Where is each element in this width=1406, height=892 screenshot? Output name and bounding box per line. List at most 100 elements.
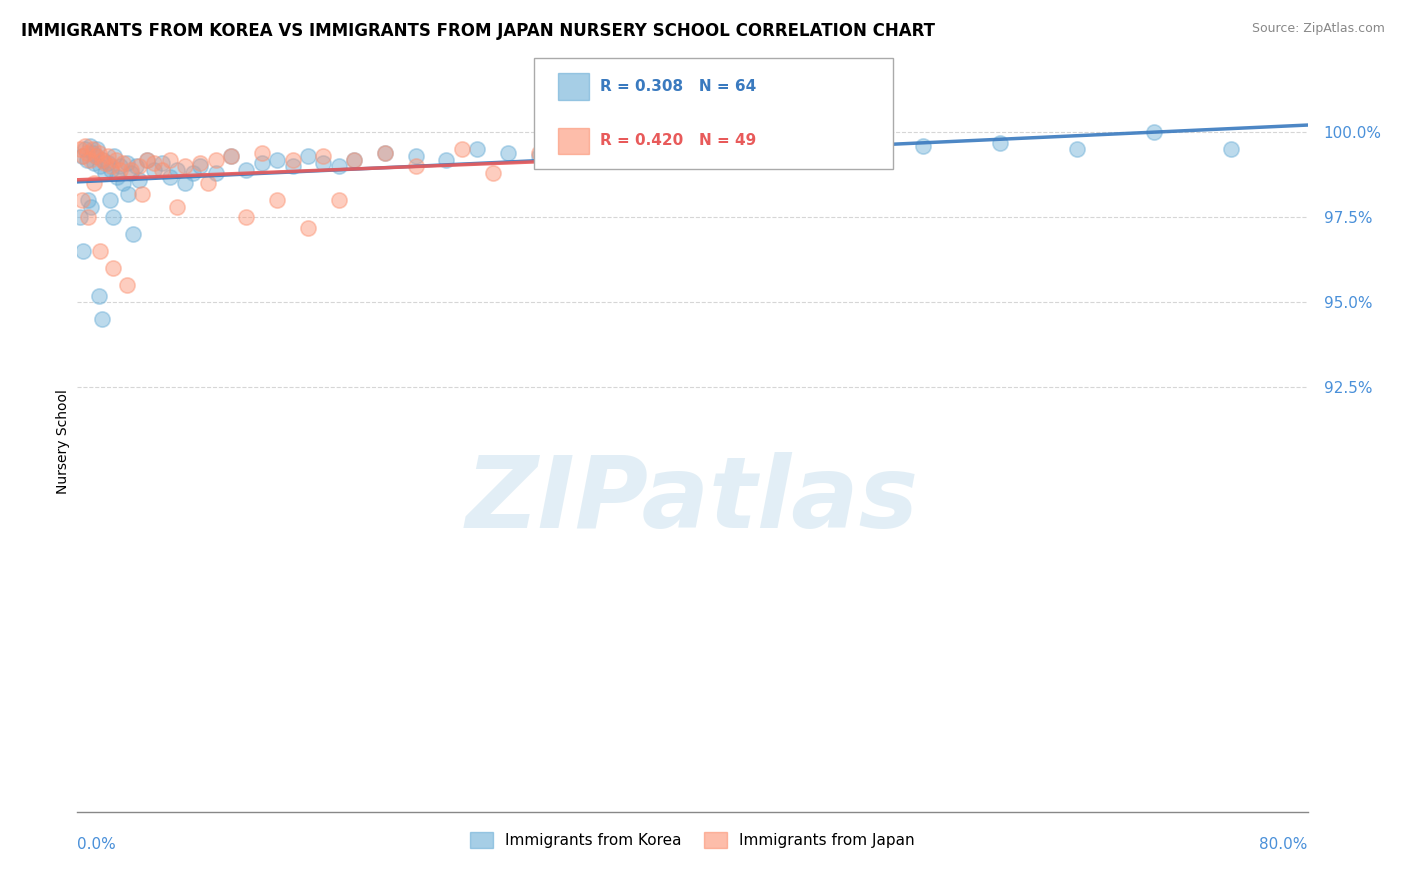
Point [101,211,124,225]
Point [79,153,101,167]
Point [219,149,242,163]
Point [77,211,100,225]
Point [297,220,319,235]
Point [69,211,91,225]
Point [1219,143,1241,157]
Point [235,162,257,177]
Point [80,200,103,214]
Point [117,186,139,201]
Point [97,149,120,163]
Text: R = 0.420   N = 49: R = 0.420 N = 49 [600,134,756,148]
Point [605,139,627,153]
Point [682,139,704,153]
Text: Source: ZipAtlas.com: Source: ZipAtlas.com [1251,22,1385,36]
Point [204,166,226,180]
Point [90,153,114,167]
Point [266,194,288,208]
Point [94,166,117,180]
Point [250,156,273,170]
Point [83,156,105,170]
Text: 80.0%: 80.0% [1260,837,1308,852]
Point [188,160,212,174]
Point [527,145,550,160]
Point [98,194,121,208]
Point [405,160,427,174]
Point [281,160,304,174]
Point [94,156,117,170]
Point [93,153,115,167]
Point [312,156,335,170]
Point [235,211,257,225]
Y-axis label: Nursery School: Nursery School [56,389,70,494]
Point [70,194,93,208]
Point [988,136,1011,150]
Point [374,145,396,160]
Point [188,156,212,170]
Point [82,143,104,157]
Point [72,149,94,163]
Point [328,160,350,174]
Text: IMMIGRANTS FROM KOREA VS IMMIGRANTS FROM JAPAN NURSERY SCHOOL CORRELATION CHART: IMMIGRANTS FROM KOREA VS IMMIGRANTS FROM… [21,22,935,40]
Point [297,149,319,163]
Point [89,160,111,174]
Point [150,162,173,177]
Text: 0.0%: 0.0% [77,837,117,852]
Point [82,145,104,160]
Point [343,153,366,167]
Point [128,173,150,187]
Point [87,288,110,302]
Point [135,153,157,167]
Point [115,278,138,293]
Point [84,149,107,163]
Point [166,162,188,177]
Point [266,153,288,167]
Point [328,194,350,208]
Point [103,149,125,163]
Point [120,166,142,180]
Point [100,162,122,177]
Point [166,200,188,214]
Point [86,143,108,157]
Point [250,145,273,160]
Point [181,166,204,180]
Point [73,139,96,153]
Point [150,156,173,170]
Point [496,145,519,160]
Text: R = 0.308   N = 64: R = 0.308 N = 64 [600,79,756,94]
Legend: Immigrants from Korea, Immigrants from Japan: Immigrants from Korea, Immigrants from J… [463,824,922,856]
Point [1143,126,1166,140]
Point [77,194,100,208]
Point [558,149,581,163]
Point [204,153,226,167]
Point [343,153,366,167]
Point [89,244,111,259]
Point [312,149,335,163]
Point [90,312,114,326]
Point [110,160,132,174]
Point [121,227,143,242]
Point [219,149,242,163]
Point [405,149,427,163]
Point [465,143,488,157]
Point [120,162,142,177]
Point [143,156,166,170]
Point [115,156,138,170]
Point [131,186,153,201]
Point [527,149,550,163]
Point [912,139,935,153]
Point [197,177,219,191]
Point [83,177,105,191]
Point [159,169,181,184]
Point [481,166,503,180]
Point [112,156,135,170]
Point [79,139,101,153]
Point [835,143,858,157]
Point [72,244,94,259]
Point [73,143,96,157]
Point [105,169,128,184]
Point [450,143,472,157]
Point [174,177,197,191]
Point [128,160,150,174]
Point [76,153,98,167]
Point [70,149,93,163]
